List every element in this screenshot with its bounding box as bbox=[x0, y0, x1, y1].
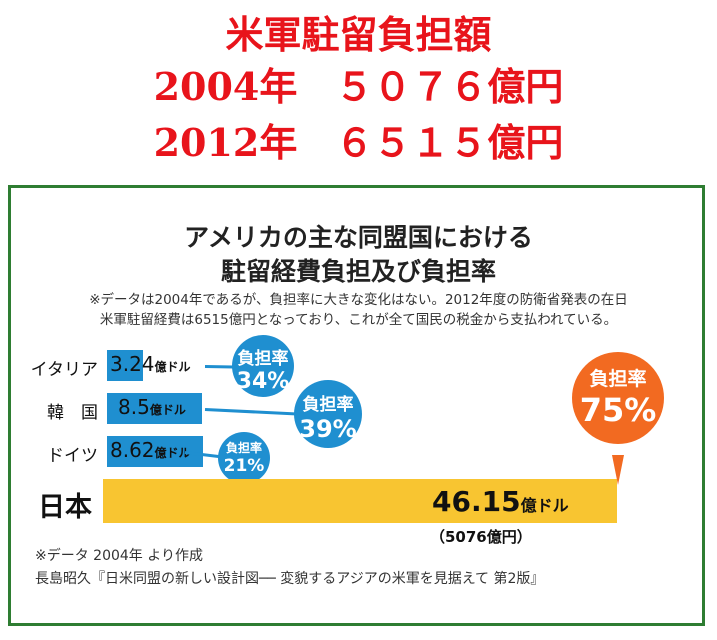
rate-label: 負担率 bbox=[302, 394, 354, 415]
category-label-japan: 日本 bbox=[38, 492, 92, 523]
value-number: 8.62 bbox=[110, 438, 155, 462]
title-line-2: 2004年 ５０７６億円 bbox=[153, 64, 564, 109]
chart-subtitle: 駐留経費負担及び負担率 bbox=[220, 257, 496, 286]
rate-label: 負担率 bbox=[225, 441, 262, 456]
rate-value: 34% bbox=[236, 368, 290, 394]
value-label: 3.24億ドル bbox=[110, 352, 191, 376]
bar-1 bbox=[107, 393, 202, 424]
source-line-1: ※データ 2004年 より作成 bbox=[35, 548, 203, 564]
rate-label: 負担率 bbox=[237, 348, 289, 369]
value-unit: 億ドル bbox=[154, 360, 191, 374]
value-unit: 億ドル bbox=[154, 446, 191, 460]
category-label: ドイツ bbox=[47, 446, 98, 466]
note-line-2: 米軍駐留経費は6515億円となっており、これが全て国民の税金から支払われている。 bbox=[99, 312, 618, 328]
chart-frame bbox=[8, 185, 705, 626]
japan-rate-bubble: 負担率 75% bbox=[572, 352, 664, 444]
bar-0 bbox=[107, 350, 144, 381]
japan-bubble-tail bbox=[612, 455, 624, 485]
rate-bubble: 負担率 21% bbox=[218, 432, 270, 484]
value-number: 46.15 bbox=[432, 485, 521, 518]
rate-bubble: 負担率 34% bbox=[232, 335, 294, 397]
value-label-japan: 46.15億ドル bbox=[432, 485, 569, 518]
value-label: 8.5億ドル bbox=[118, 395, 186, 419]
bar-japan bbox=[103, 479, 617, 523]
source-line-2: 長島昭久『日米同盟の新しい設計図── 変貌するアジアの米軍を見据えて 第2版』 bbox=[35, 571, 545, 587]
japan-yen-label: （5076億円） bbox=[430, 528, 532, 546]
value-number: 3.24 bbox=[110, 352, 155, 376]
chart-title: アメリカの主な同盟国における bbox=[184, 223, 533, 252]
value-unit: 億ドル bbox=[520, 496, 569, 515]
note-line-1: ※データは2004年であるが、負担率に大きな変化はない。2012年度の防衛省発表… bbox=[89, 292, 628, 308]
rate-bubble: 負担率 39% bbox=[294, 380, 362, 448]
rate-value: 75% bbox=[579, 391, 657, 429]
category-label: イタリア bbox=[30, 360, 98, 380]
rate-label: 負担率 bbox=[589, 368, 647, 390]
value-label: 8.62億ドル bbox=[110, 438, 191, 462]
rate-value: 21% bbox=[223, 456, 265, 477]
title-line-1: 米軍駐留負担額 bbox=[225, 12, 492, 57]
rate-value: 39% bbox=[299, 414, 357, 443]
value-number: 8.5 bbox=[118, 395, 150, 419]
bar-2 bbox=[107, 436, 203, 467]
value-unit: 億ドル bbox=[149, 403, 186, 417]
title-line-3: 2012年 ６５１５億円 bbox=[153, 120, 564, 165]
category-label: 韓 国 bbox=[47, 403, 98, 423]
